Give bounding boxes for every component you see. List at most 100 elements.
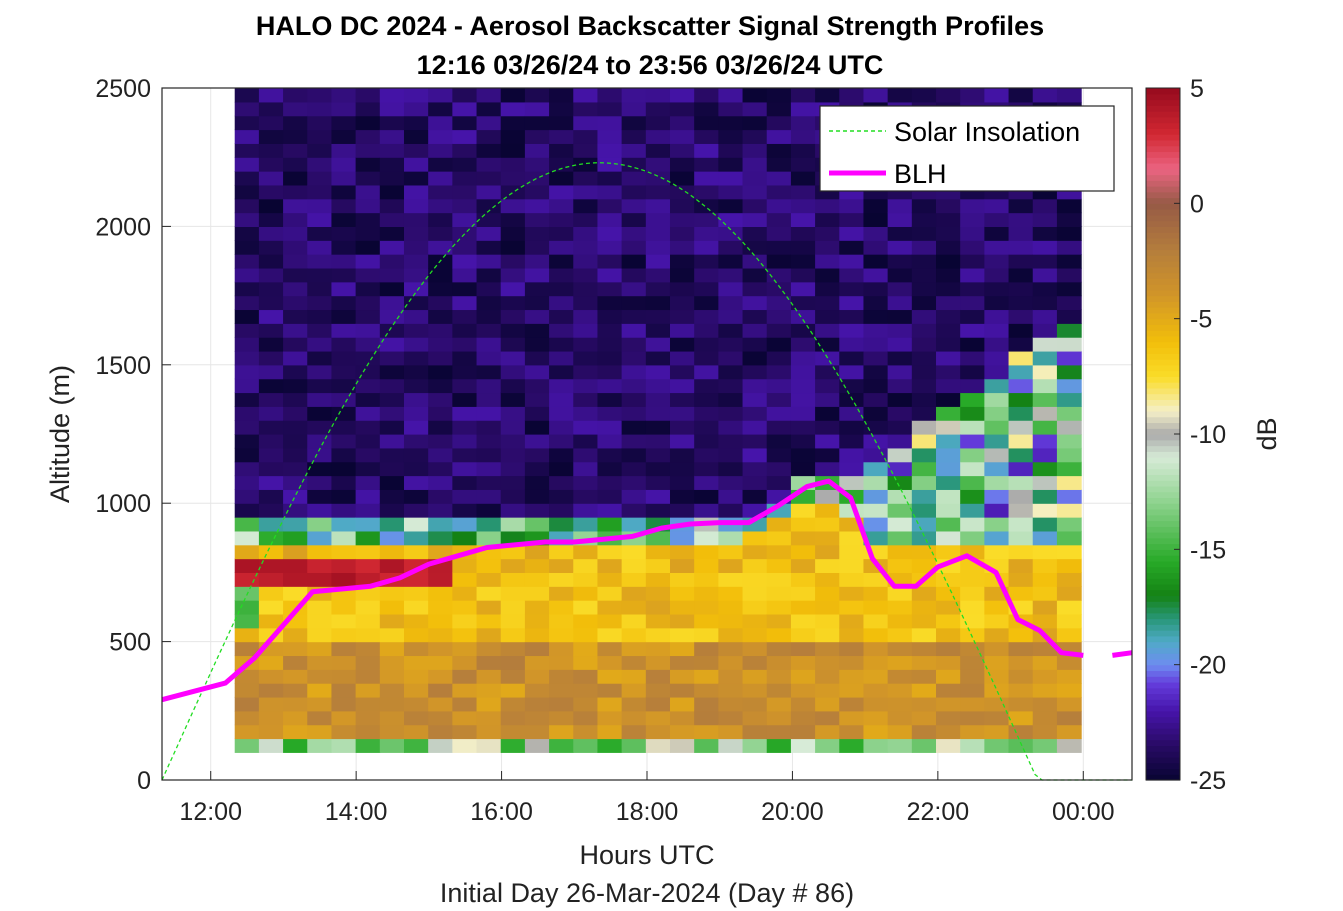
heatmap-cell bbox=[863, 530, 889, 546]
heatmap-cell bbox=[694, 600, 719, 615]
colorbar-segment bbox=[1146, 180, 1180, 187]
heatmap-cell bbox=[790, 323, 816, 338]
heatmap-cell bbox=[1008, 710, 1034, 726]
heatmap-cell bbox=[863, 586, 889, 601]
heatmap-cell bbox=[234, 420, 260, 435]
heatmap-cell bbox=[500, 309, 526, 324]
heatmap-cell bbox=[428, 88, 453, 103]
heatmap-cell bbox=[500, 184, 526, 200]
heatmap-cell bbox=[452, 738, 478, 753]
heatmap-cell bbox=[331, 309, 357, 324]
heatmap-cell bbox=[428, 434, 453, 449]
heatmap-cell bbox=[766, 157, 792, 172]
colorbar-segment bbox=[1146, 468, 1180, 475]
colorbar-segment bbox=[1146, 249, 1180, 256]
heatmap-cell bbox=[1056, 212, 1082, 227]
heatmap-cell bbox=[645, 669, 671, 684]
heatmap-cell bbox=[379, 212, 405, 227]
heatmap-cell bbox=[1008, 558, 1034, 573]
heatmap-cell bbox=[936, 337, 961, 352]
heatmap-cell bbox=[1032, 295, 1058, 311]
heatmap-cell bbox=[960, 613, 985, 629]
heatmap-cell bbox=[476, 475, 502, 490]
heatmap-cell bbox=[1056, 461, 1082, 477]
heatmap-cell bbox=[549, 129, 574, 144]
heatmap-cell bbox=[790, 503, 816, 518]
heatmap-cell bbox=[283, 503, 308, 518]
heatmap-cell bbox=[549, 572, 574, 587]
heatmap-cell bbox=[403, 613, 429, 629]
heatmap-cell bbox=[597, 212, 623, 227]
heatmap-cell bbox=[258, 226, 284, 241]
heatmap-cell bbox=[1032, 267, 1058, 283]
heatmap-cell bbox=[1056, 696, 1082, 712]
colorbar-segment bbox=[1146, 549, 1180, 556]
heatmap-cell bbox=[258, 240, 284, 255]
heatmap-cell bbox=[815, 558, 840, 573]
heatmap-cell bbox=[887, 323, 913, 338]
colorbar-segment bbox=[1146, 485, 1180, 493]
heatmap-cell bbox=[307, 337, 333, 352]
heatmap-cell bbox=[911, 530, 937, 546]
heatmap-cell bbox=[645, 447, 671, 463]
heatmap-cell bbox=[766, 613, 792, 629]
heatmap-cell bbox=[936, 88, 961, 103]
heatmap-cell bbox=[283, 406, 308, 421]
heatmap-cell bbox=[718, 724, 744, 740]
heatmap-cell bbox=[549, 254, 574, 269]
heatmap-cell bbox=[307, 378, 333, 394]
heatmap-cell bbox=[331, 530, 357, 546]
heatmap-cell bbox=[476, 420, 502, 435]
heatmap-cell bbox=[597, 129, 623, 144]
heatmap-cell bbox=[694, 212, 719, 227]
heatmap-cell bbox=[984, 350, 1010, 366]
heatmap-cell bbox=[403, 323, 429, 338]
heatmap-cell bbox=[694, 655, 719, 670]
heatmap-cell bbox=[524, 724, 550, 740]
heatmap-cell bbox=[790, 724, 816, 740]
x-axis-label: Hours UTC bbox=[579, 840, 714, 870]
heatmap-cell bbox=[1056, 364, 1082, 380]
heatmap-cell bbox=[573, 461, 599, 477]
heatmap-cell bbox=[669, 558, 695, 573]
heatmap-cell bbox=[863, 198, 889, 214]
heatmap-cell bbox=[452, 696, 478, 712]
heatmap-cell bbox=[403, 350, 429, 366]
heatmap-cell bbox=[549, 392, 574, 407]
heatmap-cell bbox=[476, 337, 502, 352]
heatmap-cell bbox=[790, 586, 816, 601]
heatmap-cell bbox=[331, 475, 357, 490]
heatmap-cell bbox=[766, 461, 792, 477]
heatmap-cell bbox=[258, 157, 284, 172]
heatmap-cell bbox=[718, 157, 744, 172]
heatmap-cell bbox=[307, 530, 333, 546]
heatmap-cell bbox=[645, 420, 671, 435]
heatmap-cell bbox=[452, 184, 478, 200]
heatmap-cell bbox=[1056, 420, 1082, 435]
heatmap-cell bbox=[476, 88, 502, 103]
heatmap-cell bbox=[742, 364, 768, 380]
colorbar-segment bbox=[1146, 532, 1180, 539]
colorbar-segment bbox=[1146, 226, 1180, 233]
heatmap-cell bbox=[742, 171, 768, 186]
heatmap-cell bbox=[476, 406, 502, 421]
heatmap-cell bbox=[645, 406, 671, 421]
heatmap-cell bbox=[766, 572, 792, 587]
heatmap-cell bbox=[621, 254, 647, 269]
colorbar-segment bbox=[1146, 647, 1180, 654]
heatmap-cell bbox=[742, 240, 768, 255]
heatmap-cell bbox=[863, 669, 889, 684]
heatmap-cell bbox=[766, 101, 792, 117]
heatmap-cell bbox=[645, 655, 671, 670]
heatmap-cell bbox=[258, 171, 284, 186]
heatmap-cell bbox=[669, 88, 695, 103]
heatmap-cell bbox=[355, 350, 381, 366]
heatmap-cell bbox=[355, 171, 381, 186]
heatmap-cell bbox=[621, 669, 647, 684]
heatmap-cell bbox=[524, 143, 550, 158]
heatmap-cell bbox=[887, 655, 913, 670]
colorbar-segment bbox=[1146, 318, 1180, 326]
colorbar-segment bbox=[1146, 583, 1180, 591]
heatmap-cell bbox=[476, 489, 502, 504]
heatmap-cell bbox=[863, 350, 889, 366]
